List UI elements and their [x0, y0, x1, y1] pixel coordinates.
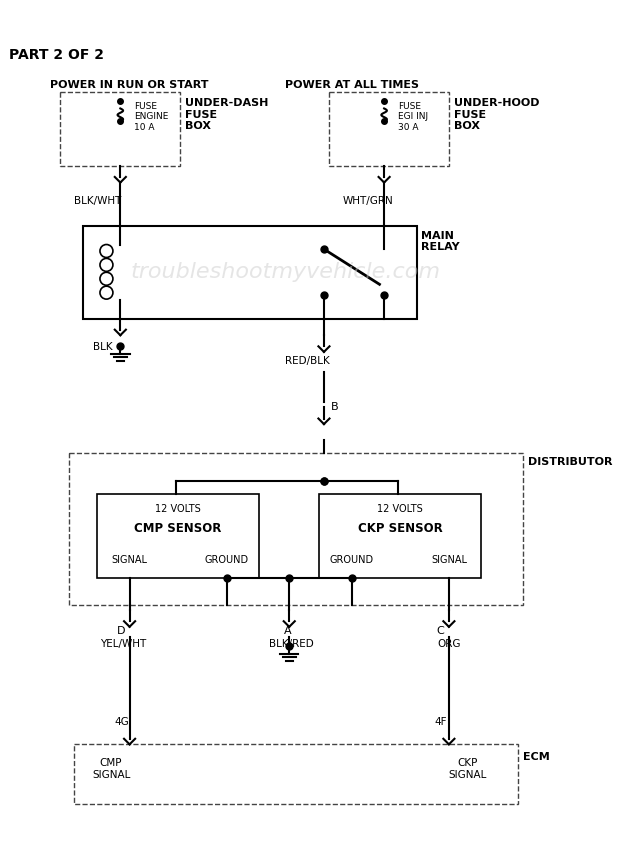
Text: ECM: ECM — [523, 751, 549, 762]
Text: PART 2 OF 2: PART 2 OF 2 — [9, 48, 104, 62]
Text: B: B — [331, 402, 339, 412]
FancyBboxPatch shape — [320, 495, 481, 578]
Text: CMP
SIGNAL: CMP SIGNAL — [92, 758, 130, 779]
Text: POWER IN RUN OR START: POWER IN RUN OR START — [50, 80, 209, 90]
FancyBboxPatch shape — [83, 226, 417, 319]
Text: GROUND: GROUND — [329, 554, 374, 564]
Text: ORG: ORG — [438, 639, 461, 649]
Text: UNDER-DASH
FUSE
BOX: UNDER-DASH FUSE BOX — [185, 99, 268, 132]
Text: YEL/WHT: YEL/WHT — [100, 639, 146, 649]
Text: WHT/GRN: WHT/GRN — [342, 196, 393, 207]
Text: SIGNAL: SIGNAL — [112, 554, 148, 564]
Text: BLK/WHT: BLK/WHT — [74, 196, 121, 207]
Text: BLK/RED: BLK/RED — [269, 639, 313, 649]
Text: 12 VOLTS: 12 VOLTS — [378, 504, 423, 513]
FancyBboxPatch shape — [60, 92, 180, 166]
Text: FUSE
ENGINE
10 A: FUSE ENGINE 10 A — [134, 102, 169, 132]
Text: 4F: 4F — [434, 717, 447, 727]
Text: BLK: BLK — [93, 342, 112, 352]
Text: D: D — [117, 626, 125, 636]
Text: FUSE
EGI INJ
30 A: FUSE EGI INJ 30 A — [398, 102, 428, 132]
Text: CMP SENSOR: CMP SENSOR — [135, 522, 222, 536]
Text: A: A — [284, 626, 291, 636]
FancyBboxPatch shape — [74, 745, 519, 804]
Text: 12 VOLTS: 12 VOLTS — [155, 504, 201, 513]
Text: UNDER-HOOD
FUSE
BOX: UNDER-HOOD FUSE BOX — [454, 99, 539, 132]
Text: CKP SENSOR: CKP SENSOR — [358, 522, 442, 536]
Text: GROUND: GROUND — [205, 554, 249, 564]
Text: SIGNAL: SIGNAL — [431, 554, 467, 564]
Text: POWER AT ALL TIMES: POWER AT ALL TIMES — [285, 80, 419, 90]
Text: DISTRIBUTOR: DISTRIBUTOR — [528, 457, 612, 468]
FancyBboxPatch shape — [69, 453, 523, 605]
Text: MAIN
RELAY: MAIN RELAY — [421, 230, 460, 252]
Text: CKP
SIGNAL: CKP SIGNAL — [448, 758, 486, 779]
Text: RED/BLK: RED/BLK — [285, 355, 330, 366]
Text: troubleshootmyvehicle.com: troubleshootmyvehicle.com — [131, 263, 441, 282]
Text: C: C — [436, 626, 444, 636]
Text: 4G: 4G — [115, 717, 130, 727]
FancyBboxPatch shape — [329, 92, 449, 166]
FancyBboxPatch shape — [97, 495, 259, 578]
